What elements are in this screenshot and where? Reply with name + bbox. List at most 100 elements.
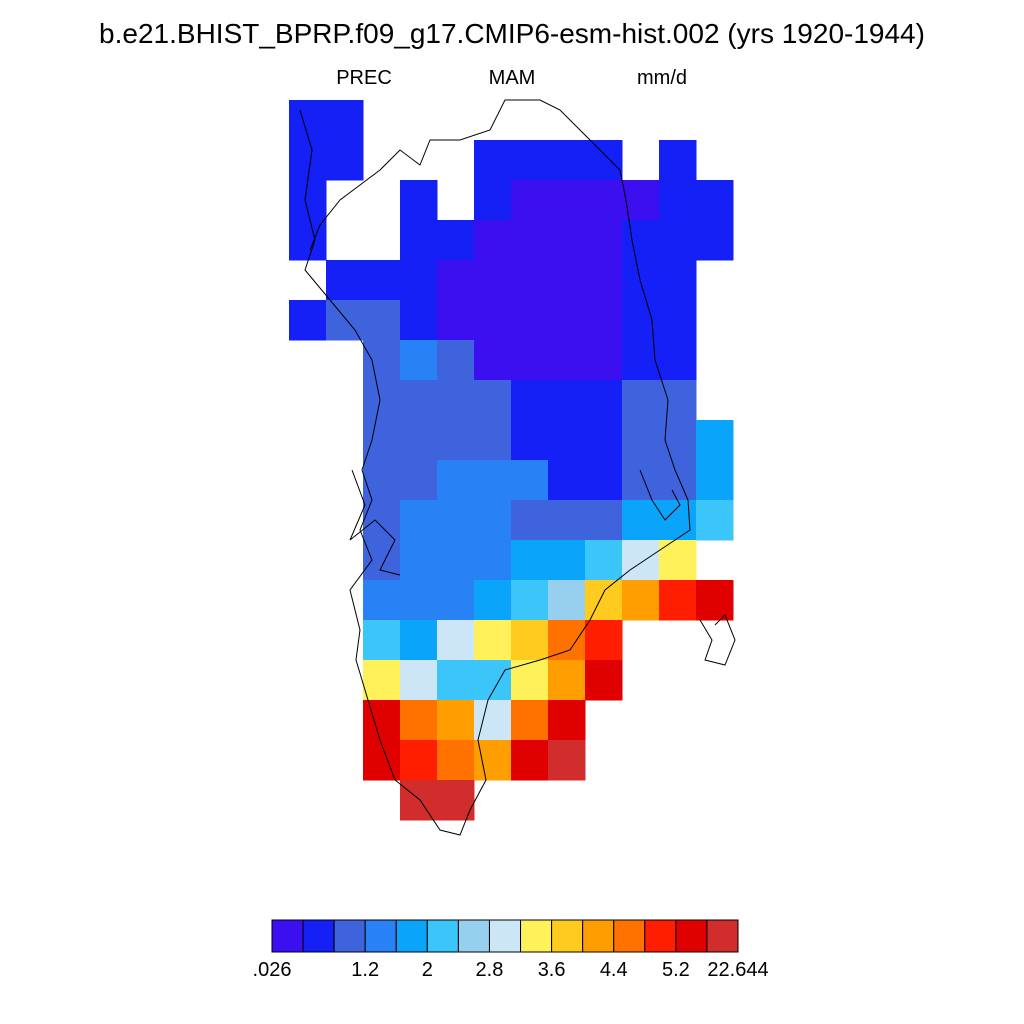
precip-cell	[363, 420, 401, 461]
precip-cell	[511, 420, 623, 461]
colorbar-tick-label: 22.644	[707, 959, 769, 981]
precip-cell	[289, 300, 327, 341]
precip-cell	[622, 380, 697, 421]
precip-cell	[400, 540, 512, 581]
precip-cell	[548, 580, 586, 621]
colorbar-swatch	[675, 919, 708, 953]
colorbar-swatch	[613, 919, 646, 953]
precip-cell	[585, 540, 623, 581]
colorbar-tick-label: 5.2	[661, 959, 690, 981]
map-title: b.e21.BHIST_BPRP.f09_g17.CMIP6-esm-hist.…	[99, 18, 925, 49]
season-label: MAM	[488, 67, 536, 89]
colorbar-swatch	[706, 919, 739, 953]
precip-cell	[437, 260, 623, 301]
precip-cell	[548, 740, 586, 781]
precip-cell	[400, 220, 438, 261]
precip-cell	[400, 620, 438, 661]
precip-cell	[548, 460, 623, 501]
precip-cell	[400, 180, 438, 221]
precip-cell	[511, 620, 549, 661]
coastline-fjord-west	[349, 469, 401, 576]
colorbar-swatch	[520, 919, 553, 953]
precip-cell	[622, 220, 734, 261]
colorbar-swatch	[271, 919, 304, 953]
precip-cell	[400, 740, 438, 781]
precip-cell	[474, 180, 512, 221]
precip-cell	[511, 180, 660, 221]
precip-cell	[585, 660, 623, 701]
coastline-fjord-east	[639, 469, 681, 521]
grid-cells-layer	[289, 100, 734, 821]
precip-cell	[548, 620, 586, 661]
precip-cell	[400, 780, 438, 821]
precip-cell	[474, 620, 512, 661]
precip-cell	[289, 100, 364, 141]
precip-cell	[622, 260, 697, 301]
precip-cell	[363, 380, 401, 421]
coastline-iceland	[699, 614, 736, 666]
precip-cell	[363, 660, 401, 701]
colorbar-swatch	[333, 919, 366, 953]
precip-cell	[474, 220, 623, 261]
precip-cell	[622, 300, 697, 341]
precip-cell	[437, 220, 475, 261]
precip-cell	[400, 300, 438, 341]
precip-cell	[622, 420, 697, 461]
colorbar-swatch	[644, 919, 677, 953]
coastline-layer	[299, 99, 736, 836]
precip-cell	[363, 340, 401, 381]
precip-cell	[622, 540, 660, 581]
precip-cell	[363, 580, 401, 621]
precip-cell	[511, 380, 623, 421]
precip-cell	[363, 740, 401, 781]
precip-cell	[437, 340, 475, 381]
precip-cell	[696, 420, 734, 461]
precip-cell	[474, 580, 512, 621]
precip-cell	[474, 140, 623, 181]
precip-cell	[511, 540, 586, 581]
precip-cell	[437, 300, 623, 341]
precip-cell	[696, 580, 734, 621]
precip-cell	[437, 620, 475, 661]
precip-cell	[511, 700, 549, 741]
colorbar-tick-label: .026	[252, 959, 292, 981]
colorbar-swatch	[426, 919, 459, 953]
colorbar-tick-label: 2	[421, 959, 433, 981]
precip-cell	[326, 260, 438, 301]
precip-cell	[659, 580, 697, 621]
precip-cell	[289, 140, 364, 181]
precip-cell	[437, 660, 475, 701]
colorbar-tick-label: 2.8	[475, 959, 504, 981]
precip-cell	[289, 180, 327, 221]
precip-cell	[659, 180, 734, 221]
precip-cell	[326, 300, 401, 341]
colorbar-swatch	[551, 919, 584, 953]
colorbar-swatch	[395, 919, 428, 953]
precip-cell	[696, 460, 734, 501]
colorbar-swatch	[457, 919, 490, 953]
precip-cell	[437, 740, 475, 781]
precip-cell	[511, 580, 549, 621]
precip-cell	[474, 660, 512, 701]
precip-cell	[622, 460, 697, 501]
colorbar-swatch	[364, 919, 397, 953]
precip-cell	[548, 700, 586, 741]
precip-cell	[363, 620, 401, 661]
precip-cell	[289, 220, 327, 261]
precip-cell	[548, 660, 586, 701]
precip-cell	[659, 140, 697, 181]
precip-cell	[585, 620, 623, 661]
variable-label: PREC	[336, 67, 392, 89]
precip-cell	[622, 580, 660, 621]
precip-cell	[363, 460, 438, 501]
colorbar-swatches	[271, 919, 739, 953]
colorbar-tick-label: 3.6	[537, 959, 566, 981]
precip-cell	[437, 700, 475, 741]
precip-cell	[696, 500, 734, 541]
precip-cell	[363, 700, 401, 741]
colorbar-swatch	[582, 919, 615, 953]
precip-cell	[511, 500, 623, 541]
colorbar-tick-label: 1.2	[351, 959, 380, 981]
